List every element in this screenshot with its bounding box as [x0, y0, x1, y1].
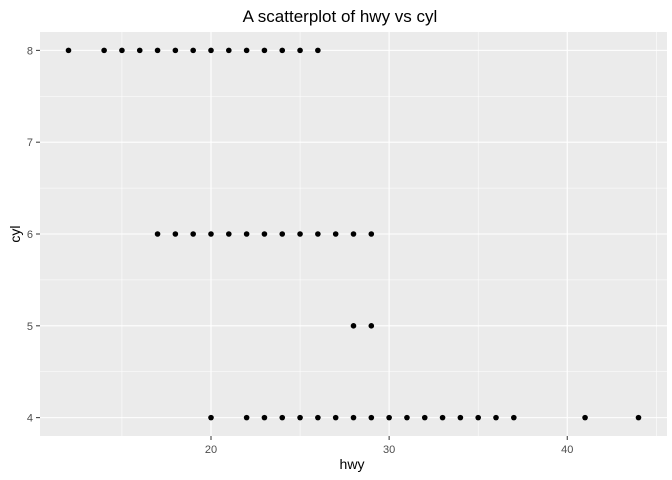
- data-point: [279, 231, 286, 237]
- data-point: [261, 414, 268, 421]
- data-point: [154, 47, 161, 54]
- y-axis: 4 5 6 7 8: [27, 45, 40, 425]
- data-point: [208, 231, 214, 237]
- data-points: [65, 47, 642, 421]
- data-point: [226, 231, 232, 237]
- data-point: [154, 231, 161, 237]
- data-point: [279, 47, 286, 54]
- data-point: [368, 414, 375, 421]
- x-tick-label: 20: [205, 444, 217, 456]
- data-point: [421, 414, 428, 421]
- y-axis-title: cyl: [7, 225, 23, 242]
- data-point: [243, 414, 250, 421]
- y-tick-label: 4: [27, 413, 33, 425]
- data-point: [350, 231, 357, 237]
- data-point: [635, 414, 642, 421]
- data-point: [226, 47, 232, 54]
- data-point: [297, 47, 303, 54]
- data-point: [350, 323, 357, 329]
- data-point: [332, 414, 339, 421]
- data-point: [279, 414, 286, 421]
- y-tick-label: 5: [27, 321, 33, 333]
- data-point: [297, 414, 303, 421]
- data-point: [243, 47, 250, 54]
- data-point: [439, 414, 446, 421]
- data-point: [261, 231, 268, 237]
- data-point: [65, 47, 72, 54]
- data-point: [582, 414, 588, 421]
- y-tick-label: 7: [27, 137, 33, 149]
- data-point: [457, 414, 464, 421]
- data-point: [368, 231, 375, 237]
- data-point: [386, 414, 392, 421]
- data-point: [493, 414, 499, 421]
- data-point: [190, 231, 196, 237]
- x-axis: 20 30 40: [205, 436, 573, 456]
- y-tick-label: 6: [27, 229, 33, 241]
- x-axis-title: hwy: [340, 456, 365, 472]
- data-point: [243, 231, 250, 237]
- data-point: [208, 47, 214, 54]
- data-point: [404, 414, 410, 421]
- data-point: [511, 414, 517, 421]
- y-tick-label: 8: [27, 45, 33, 57]
- chart-title: A scatterplot of hwy vs cyl: [243, 7, 438, 26]
- data-point: [350, 414, 357, 421]
- data-point: [315, 47, 321, 54]
- data-point: [101, 47, 107, 54]
- data-point: [315, 414, 321, 421]
- data-point: [261, 47, 268, 54]
- data-point: [208, 414, 214, 421]
- x-tick-label: 30: [383, 444, 395, 456]
- data-point: [315, 231, 321, 237]
- data-point: [172, 231, 179, 237]
- data-point: [332, 231, 339, 237]
- data-point: [190, 47, 196, 54]
- data-point: [172, 47, 179, 54]
- x-tick-label: 40: [561, 444, 573, 456]
- data-point: [475, 414, 481, 421]
- data-point: [368, 323, 375, 329]
- data-point: [297, 231, 303, 237]
- data-point: [119, 47, 125, 54]
- data-point: [136, 47, 143, 54]
